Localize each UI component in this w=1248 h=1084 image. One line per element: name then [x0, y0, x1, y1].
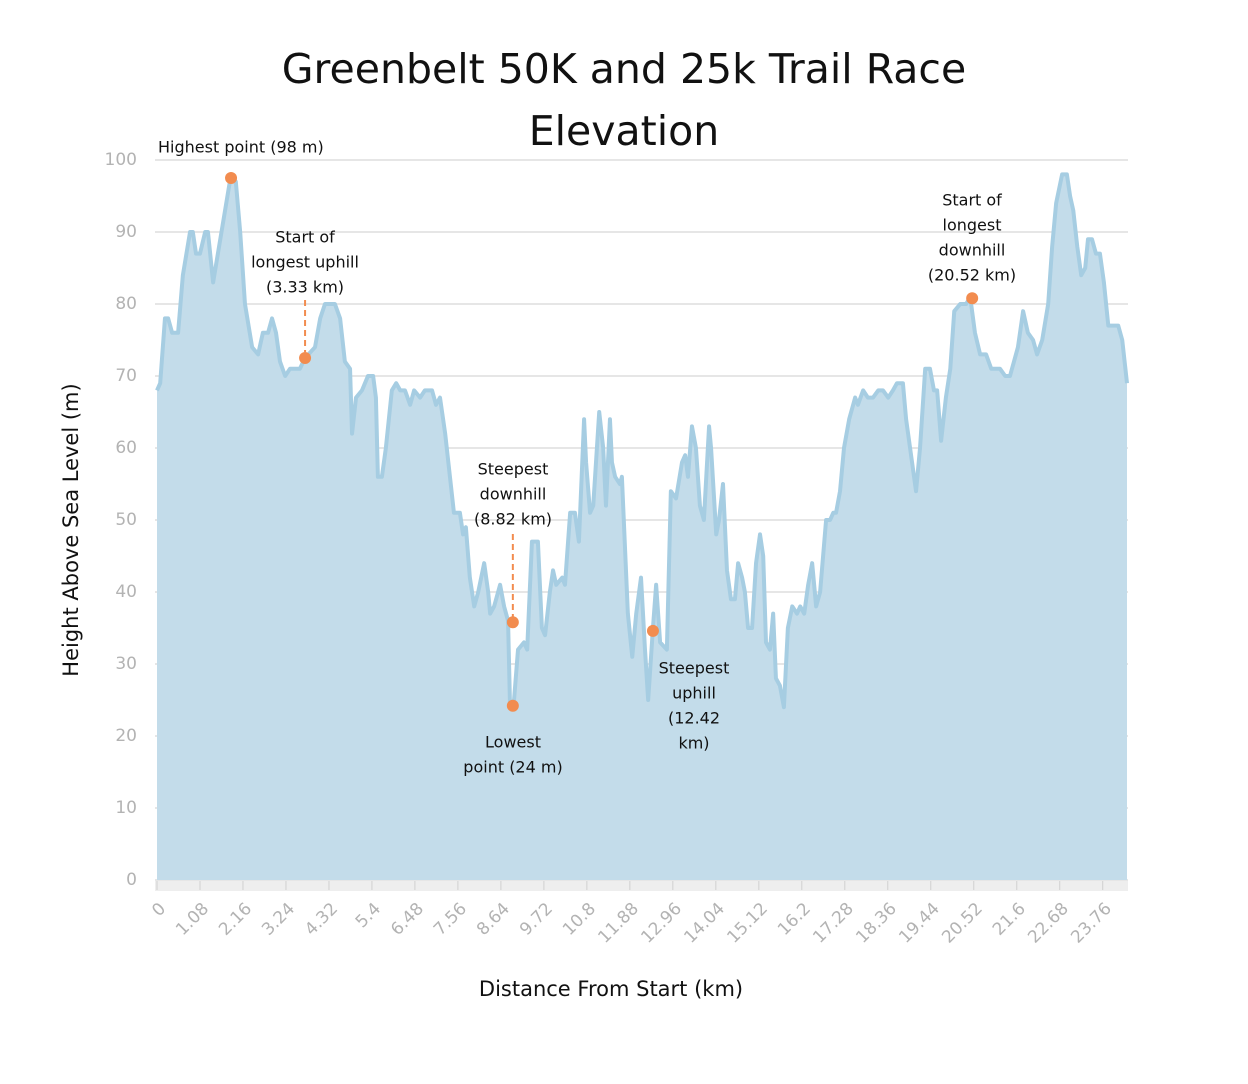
annotation-text: (12.42 — [668, 709, 720, 728]
x-tick-label: 2.16 — [215, 899, 256, 940]
y-tick-label: 0 — [126, 870, 137, 890]
x-axis-title: Distance From Start (km) — [479, 977, 743, 1001]
y-tick-label: 90 — [115, 222, 137, 242]
annotation-text: (3.33 km) — [266, 278, 344, 297]
annotation-text: Highest point (98 m) — [158, 138, 324, 157]
x-tick-label: 11.88 — [594, 899, 643, 948]
annotation-text: longest — [943, 216, 1002, 235]
annotation-text: point (24 m) — [463, 758, 562, 777]
line — [155, 172, 1129, 710]
annotation-text: Steepest — [478, 460, 549, 479]
annotation-text: (20.52 km) — [928, 266, 1016, 285]
annotation-text: Start of — [942, 191, 1002, 210]
x-tick-label: 3.24 — [258, 899, 299, 940]
x-tick-label: 5.4 — [352, 899, 385, 932]
x-tick-label: 6.48 — [387, 899, 428, 940]
x-tick-label: 9.72 — [516, 899, 557, 940]
chart-title: Greenbelt 50K and 25k Trail Race Elevati… — [281, 45, 967, 155]
x-tick-label: 7.56 — [430, 899, 471, 940]
annotation-marker — [506, 699, 519, 712]
y-tick-label: 20 — [115, 726, 137, 746]
y-tick-label: 70 — [115, 366, 137, 386]
x-tick-label: 19.44 — [895, 899, 944, 948]
x-tick-label: 20.52 — [938, 899, 987, 948]
annotation-marker — [506, 616, 519, 629]
annotation-text: longest uphill — [251, 253, 359, 272]
x-tick-label: 23.76 — [1067, 899, 1116, 948]
y-tick-label: 50 — [115, 510, 137, 530]
x-tick-label: 8.64 — [473, 899, 514, 940]
annotation-text: km) — [678, 734, 709, 753]
annotation-marker — [966, 292, 979, 305]
y-axis-title: Height Above Sea Level (m) — [59, 383, 83, 676]
x-tick-label: 0 — [148, 899, 170, 921]
annotation-marker — [225, 172, 238, 184]
annotation-text: (8.82 km) — [474, 510, 552, 529]
annotation-text: Lowest — [485, 733, 541, 752]
x-tick-label: 18.36 — [852, 899, 901, 948]
annotation-text: Start of — [275, 228, 335, 247]
y-tick-label: 100 — [105, 150, 137, 170]
y-tick-label: 10 — [115, 798, 137, 818]
annotation-text: downhill — [939, 241, 1006, 260]
area — [157, 174, 1127, 880]
annotation-marker — [646, 624, 659, 637]
x-tick-label: 14.04 — [680, 899, 729, 948]
annotation-text: downhill — [480, 485, 547, 504]
x-tick-label: 22.68 — [1024, 899, 1073, 948]
annotation-text: uphill — [672, 684, 716, 703]
annotation-marker — [299, 352, 312, 364]
x-tick-label: 12.96 — [637, 899, 686, 948]
axis-band — [155, 881, 1128, 891]
y-tick-label: 80 — [115, 294, 137, 314]
y-tick-label: 30 — [115, 654, 137, 674]
y-tick-label: 60 — [115, 438, 137, 458]
y-tick-label: 40 — [115, 582, 137, 602]
x-tick-label: 4.32 — [301, 899, 342, 940]
annotation-text: Steepest — [659, 659, 730, 678]
x-tick-label: 15.12 — [723, 899, 772, 948]
x-tick-label: 17.28 — [809, 899, 858, 948]
x-tick-label: 1.08 — [172, 899, 213, 940]
